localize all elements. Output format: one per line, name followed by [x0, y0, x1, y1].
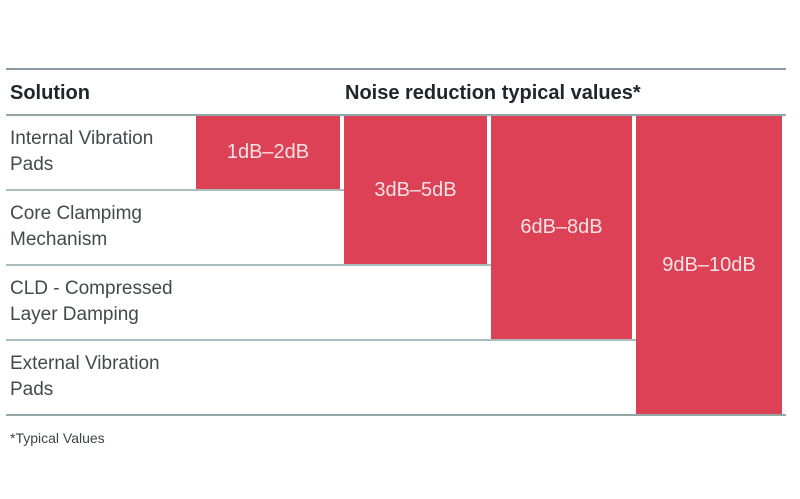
value-bar-9db-10db: 9dB–10dB: [636, 116, 782, 414]
row-separator-1: [6, 189, 344, 191]
table-top-rule: [6, 68, 786, 70]
row-separator-3: [6, 339, 636, 341]
value-bar-label: 9dB–10dB: [662, 253, 756, 276]
row-label-cld-compressed-layer-damping: CLD - Compressed Layer Damping: [10, 277, 173, 325]
row-label-external-vibration-pads: External Vibration Pads: [10, 352, 160, 400]
typical-values-footnote: *Typical Values: [10, 430, 105, 446]
value-bar-label: 6dB–8dB: [520, 216, 603, 238]
value-bar-6db-8db: 6dB–8dB: [491, 116, 632, 339]
value-bar-label: 1dB–2dB: [226, 141, 310, 163]
column-header-noise-reduction-values: Noise reduction typical values*: [345, 82, 641, 104]
value-bar-1db-2db: 1dB–2dB: [196, 116, 340, 189]
table-bottom-rule: [6, 414, 786, 416]
value-bar-label: 3dB–5dB: [374, 178, 457, 201]
row-label-internal-vibration-pads: Internal Vibration Pads: [10, 127, 154, 175]
row-separator-2: [6, 264, 491, 266]
row-label-core-clamping-mechanism: Core Clampimg Mechanism: [10, 202, 142, 250]
header-separator-rule: [6, 114, 786, 116]
value-bar-3db-5db: 3dB–5dB: [344, 116, 487, 264]
column-header-solution: Solution: [10, 82, 90, 104]
